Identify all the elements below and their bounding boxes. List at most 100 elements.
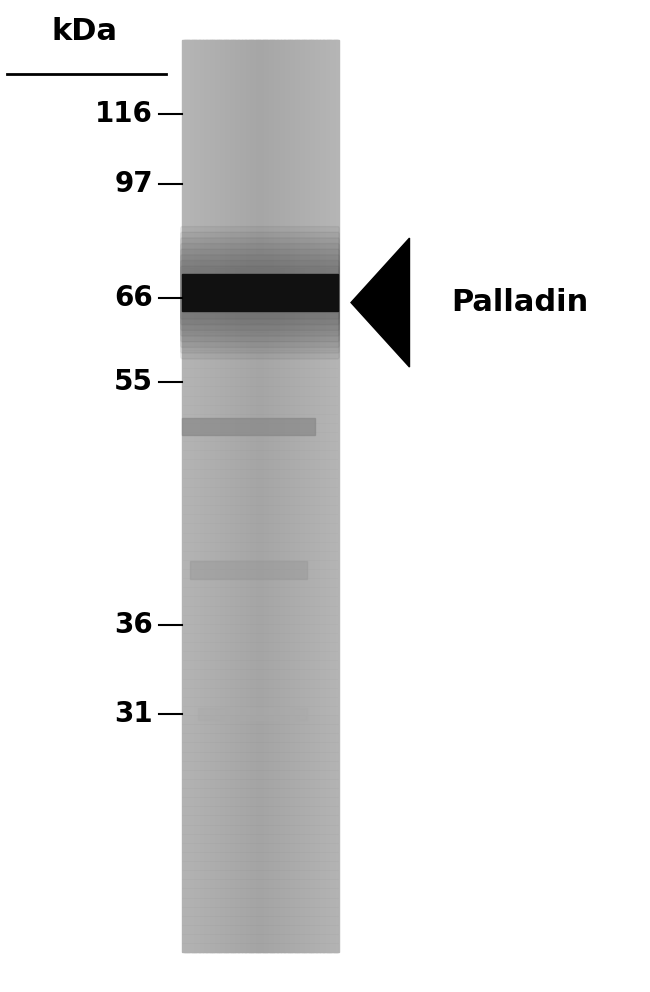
Bar: [324, 40, 326, 952]
FancyBboxPatch shape: [181, 249, 339, 336]
Bar: [198, 40, 199, 952]
Bar: [291, 40, 292, 952]
Bar: [274, 40, 276, 952]
Bar: [203, 40, 205, 952]
Bar: [198, 40, 200, 952]
Bar: [209, 40, 211, 952]
Bar: [182, 742, 338, 752]
Text: 31: 31: [114, 700, 153, 728]
Bar: [335, 40, 337, 952]
Bar: [237, 40, 238, 952]
Bar: [247, 40, 248, 952]
Bar: [276, 40, 278, 952]
Bar: [238, 40, 240, 952]
Bar: [192, 40, 194, 952]
Bar: [337, 40, 339, 952]
Bar: [250, 40, 252, 952]
Bar: [248, 40, 250, 952]
Bar: [185, 40, 186, 952]
Bar: [182, 396, 338, 405]
Bar: [266, 40, 268, 952]
Bar: [182, 305, 338, 313]
Bar: [208, 40, 209, 952]
Bar: [235, 40, 237, 952]
Bar: [214, 40, 215, 952]
Bar: [239, 40, 240, 952]
Bar: [182, 852, 338, 861]
Bar: [263, 40, 265, 952]
Bar: [196, 40, 198, 952]
Bar: [261, 40, 262, 952]
Bar: [273, 40, 275, 952]
FancyBboxPatch shape: [181, 266, 339, 319]
Bar: [182, 870, 338, 879]
Bar: [255, 40, 257, 952]
Bar: [182, 724, 338, 733]
Bar: [211, 40, 213, 952]
Bar: [220, 40, 222, 952]
Text: 97: 97: [114, 170, 153, 197]
Bar: [216, 40, 218, 952]
Bar: [234, 40, 236, 952]
Bar: [265, 40, 266, 952]
Bar: [190, 40, 191, 952]
Bar: [182, 159, 338, 168]
Bar: [182, 706, 338, 715]
Bar: [200, 40, 202, 952]
Bar: [182, 524, 338, 533]
Bar: [182, 405, 338, 414]
Bar: [185, 40, 187, 952]
Bar: [225, 40, 226, 952]
Bar: [302, 40, 303, 952]
Bar: [231, 40, 233, 952]
Bar: [182, 268, 338, 277]
Bar: [182, 798, 338, 806]
Bar: [233, 40, 235, 952]
Bar: [291, 40, 292, 952]
Bar: [182, 331, 338, 341]
Bar: [268, 40, 269, 952]
Bar: [226, 40, 227, 952]
Bar: [265, 40, 267, 952]
Bar: [304, 40, 305, 952]
Bar: [249, 40, 250, 952]
Bar: [229, 40, 231, 952]
Bar: [281, 40, 283, 952]
Text: 36: 36: [114, 611, 153, 639]
Bar: [269, 40, 271, 952]
Bar: [315, 40, 316, 952]
Bar: [326, 40, 327, 952]
Bar: [320, 40, 322, 952]
Bar: [253, 40, 254, 952]
Bar: [182, 322, 338, 331]
FancyBboxPatch shape: [181, 226, 339, 359]
Text: 55: 55: [114, 368, 153, 396]
Bar: [182, 450, 338, 459]
Bar: [182, 94, 338, 103]
Bar: [236, 40, 237, 952]
Bar: [272, 40, 274, 952]
Bar: [182, 359, 338, 368]
Bar: [314, 40, 315, 952]
Bar: [182, 368, 338, 377]
Bar: [182, 833, 338, 843]
Bar: [255, 40, 256, 952]
Bar: [244, 40, 246, 952]
Bar: [229, 40, 230, 952]
Bar: [206, 40, 207, 952]
Bar: [276, 40, 277, 952]
Bar: [288, 40, 289, 952]
Bar: [182, 58, 338, 67]
Bar: [182, 679, 338, 687]
Bar: [332, 40, 333, 952]
Bar: [182, 414, 338, 423]
Bar: [245, 40, 246, 952]
Bar: [283, 40, 284, 952]
Bar: [182, 943, 338, 952]
Bar: [182, 313, 338, 322]
Bar: [251, 40, 252, 952]
Bar: [227, 40, 229, 952]
Bar: [205, 40, 207, 952]
Bar: [275, 40, 276, 952]
Bar: [337, 40, 338, 952]
